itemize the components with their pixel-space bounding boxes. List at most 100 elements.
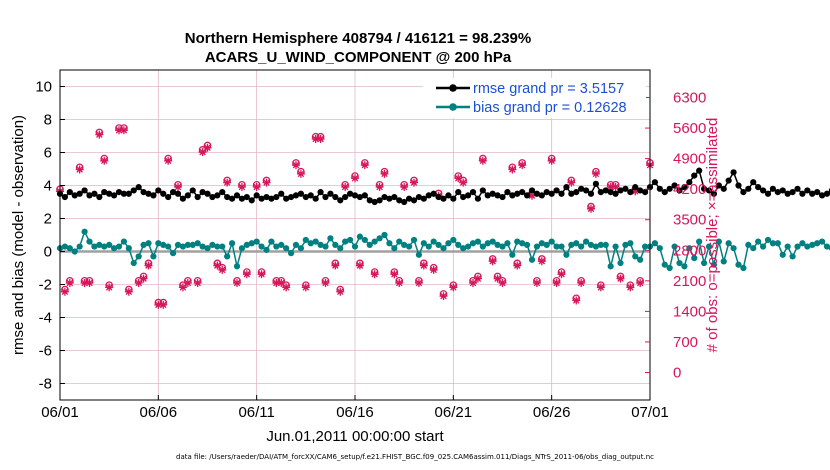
bias-point — [745, 241, 752, 248]
rmse-point — [307, 192, 314, 199]
rmse-point — [228, 195, 236, 202]
obs-assimilated-point — [105, 283, 114, 292]
y-left-tick-label: -8 — [39, 376, 52, 393]
bias-point — [504, 240, 511, 247]
rmse-point — [327, 190, 334, 197]
bias-point — [287, 250, 295, 257]
data-file-footnote: data file: /Users/raeder/DAI/ATM_forcXX/… — [176, 453, 654, 461]
obs-assimilated-point — [552, 279, 561, 288]
obs-count-series — [56, 124, 654, 309]
y-left-tick-label: 2 — [44, 211, 52, 228]
rmse-point — [700, 185, 708, 192]
obs-assimilated-point — [272, 279, 281, 288]
obs-assimilated-point — [631, 187, 640, 196]
bias-point — [769, 240, 777, 247]
bias-point — [238, 245, 246, 252]
rmse-point — [735, 182, 742, 189]
bias-point — [391, 245, 398, 252]
rmse-point — [101, 189, 108, 196]
y-axis-left-label: rmse and bias (model - observation) — [10, 115, 27, 355]
obs-assimilated-point — [557, 270, 566, 279]
rmse-point — [469, 189, 477, 196]
obs-assimilated-point — [311, 134, 320, 143]
bias-point — [474, 238, 482, 245]
bias-point — [823, 243, 830, 250]
rmse-point — [538, 192, 545, 199]
x-tick-label: 06/16 — [336, 404, 374, 421]
bias-point — [627, 240, 634, 247]
rmse-point — [253, 192, 260, 199]
rmse-point — [214, 192, 221, 199]
bias-point — [696, 238, 703, 245]
bias-point — [519, 240, 526, 247]
bias-point — [366, 241, 373, 248]
rmse-point — [769, 185, 777, 192]
bias-point — [401, 241, 408, 248]
rmse-point — [110, 192, 118, 199]
bias-point — [253, 238, 260, 245]
obs-assimilated-point — [213, 261, 222, 270]
obs-assimilated-point — [488, 257, 497, 266]
bias-point — [430, 238, 437, 245]
bias-point — [351, 243, 359, 250]
bias-point — [317, 241, 324, 248]
rmse-point — [317, 189, 324, 196]
bias-point — [150, 253, 157, 260]
bias-point — [617, 259, 624, 267]
rmse-point — [651, 179, 659, 186]
obs-assimilated-point — [611, 182, 620, 191]
y-left-tick-label: 8 — [44, 112, 52, 129]
bias-point — [243, 241, 250, 248]
bias-point — [686, 245, 693, 252]
rmse-point — [238, 195, 246, 202]
rmse-point — [740, 189, 747, 196]
bias-point — [774, 240, 781, 247]
bias-point — [381, 231, 388, 239]
rmse-point — [179, 195, 187, 202]
grid — [59, 70, 651, 400]
rmse-point — [696, 167, 703, 174]
rmse-point — [150, 192, 157, 199]
rmse-point — [169, 189, 177, 196]
bias-point — [440, 245, 447, 252]
bias-point — [248, 240, 255, 247]
bias-point — [312, 238, 319, 245]
rmse-point — [376, 197, 383, 204]
rmse-point — [759, 187, 767, 194]
rmse-point — [494, 192, 501, 199]
bias-point — [464, 243, 472, 250]
bias-point — [494, 241, 501, 248]
bias-point — [455, 241, 462, 248]
obs-assimilated-point — [567, 178, 576, 187]
rmse-point — [794, 185, 801, 192]
rmse-point — [637, 187, 644, 194]
obs-assimilated-point — [572, 296, 581, 305]
obs-assimilated-point — [390, 270, 399, 279]
bias-point — [818, 238, 826, 245]
bias-point — [169, 250, 177, 257]
rmse-point — [666, 185, 673, 192]
obs-assimilated-point — [478, 156, 487, 165]
chart-title: Northern Hemisphere 408794 / 416121 = 98… — [185, 30, 531, 47]
rmse-point — [332, 193, 339, 201]
rmse-point — [184, 192, 191, 199]
bias-point — [81, 228, 88, 235]
obs-assimilated-point — [370, 270, 379, 279]
rmse-point — [661, 189, 668, 196]
obs-assimilated-point — [198, 148, 207, 157]
rmse-point — [804, 187, 811, 194]
bias-point — [115, 243, 123, 250]
bias-point — [292, 241, 300, 248]
rmse-point — [165, 193, 172, 201]
obs-assimilated-point — [65, 279, 74, 288]
rmse-point — [425, 192, 432, 199]
bias-point — [632, 253, 639, 260]
obs-assimilated-point — [292, 161, 300, 170]
rmse-point — [351, 192, 359, 199]
bias-point — [66, 245, 73, 252]
legend-rmse-label: rmse grand pr = 3.5157 — [473, 81, 624, 97]
rmse-point — [745, 185, 752, 192]
rmse-point — [489, 190, 496, 197]
x-axis-label: Jun.01,2011 00:00:00 start — [266, 428, 444, 445]
bias-point — [612, 243, 619, 250]
